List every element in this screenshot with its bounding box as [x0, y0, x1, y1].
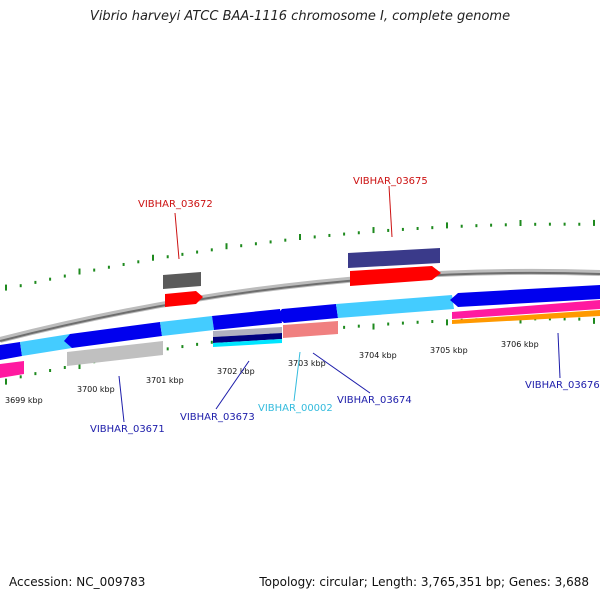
stacked-feature-navy[interactable] [213, 333, 282, 343]
scale-label: 3703 kbp [288, 359, 326, 368]
upper-features [163, 248, 441, 307]
gene-label-vibhar-03671[interactable]: VIBHAR_03671 [90, 424, 165, 435]
cds-feature[interactable] [336, 295, 454, 318]
gene-label-vibhar-03673[interactable]: VIBHAR_03673 [180, 412, 255, 423]
stacked-feature-gray[interactable] [213, 327, 282, 337]
cds-feature[interactable] [20, 334, 72, 356]
orange-feature[interactable] [452, 310, 600, 324]
scale-label: 3704 kbp [359, 351, 397, 360]
leader-lines [118, 185, 561, 423]
gene-label-vibhar-03672[interactable]: VIBHAR_03672 [138, 199, 213, 210]
purple-feature[interactable] [348, 248, 440, 268]
cds-feature[interactable] [212, 309, 282, 330]
scale-labels: 3699 kbp 3700 kbp 3701 kbp 3702 kbp 3703 kbp… [5, 340, 539, 405]
genome-stats-text: Topology: circular; Length: 3,765,351 bp… [259, 575, 589, 589]
magenta-feature[interactable] [452, 300, 600, 319]
leader-line [174, 212, 180, 260]
gene-label-vibhar-03675[interactable]: VIBHAR_03675 [353, 176, 428, 187]
scale-label: 3699 kbp [5, 396, 43, 405]
stacked-feature-cyan[interactable] [213, 339, 282, 347]
forward-strand-track [0, 285, 600, 360]
cds-feature[interactable] [450, 285, 600, 307]
scale-label: 3700 kbp [77, 385, 115, 394]
gene-labels: VIBHAR_03672 VIBHAR_03675 VIBHAR_03671 V… [90, 176, 600, 435]
cds-feature[interactable] [160, 316, 214, 336]
right-side-features [0, 300, 600, 378]
map-title: Vibrio harveyi ATCC BAA-1116 chromosome … [89, 9, 511, 24]
outer-tick-ring [5, 219, 595, 291]
leader-line [215, 360, 250, 410]
leader-line [557, 332, 561, 379]
scale-label: 3701 kbp [146, 376, 184, 385]
cds-feature[interactable] [276, 304, 338, 323]
red-feature[interactable] [165, 291, 203, 307]
leader-line [118, 375, 125, 423]
scale-label: 3706 kbp [501, 340, 539, 349]
light-gray-feature[interactable] [67, 341, 163, 366]
gray-feature[interactable] [163, 272, 201, 289]
lower-features [67, 321, 338, 366]
leader-line [293, 351, 301, 402]
gene-label-vibhar-03674[interactable]: VIBHAR_03674 [337, 395, 412, 406]
cds-feature[interactable] [0, 342, 22, 360]
red-feature-large[interactable] [350, 266, 441, 286]
scale-label: 3702 kbp [217, 367, 255, 376]
pink-feature[interactable] [283, 321, 338, 338]
gene-label-vibhar-03676[interactable]: VIBHAR_03676 [525, 380, 600, 391]
magenta-feature-left[interactable] [0, 361, 24, 378]
gene-label-vibhar-00002[interactable]: VIBHAR_00002 [258, 403, 333, 414]
leader-line [388, 185, 393, 238]
scale-label: 3705 kbp [430, 346, 468, 355]
chromosome-backbone-shadow [0, 271, 600, 342]
leader-line [312, 352, 371, 394]
cds-feature[interactable] [64, 322, 162, 348]
accession-text: Accession: NC_009783 [9, 575, 146, 589]
